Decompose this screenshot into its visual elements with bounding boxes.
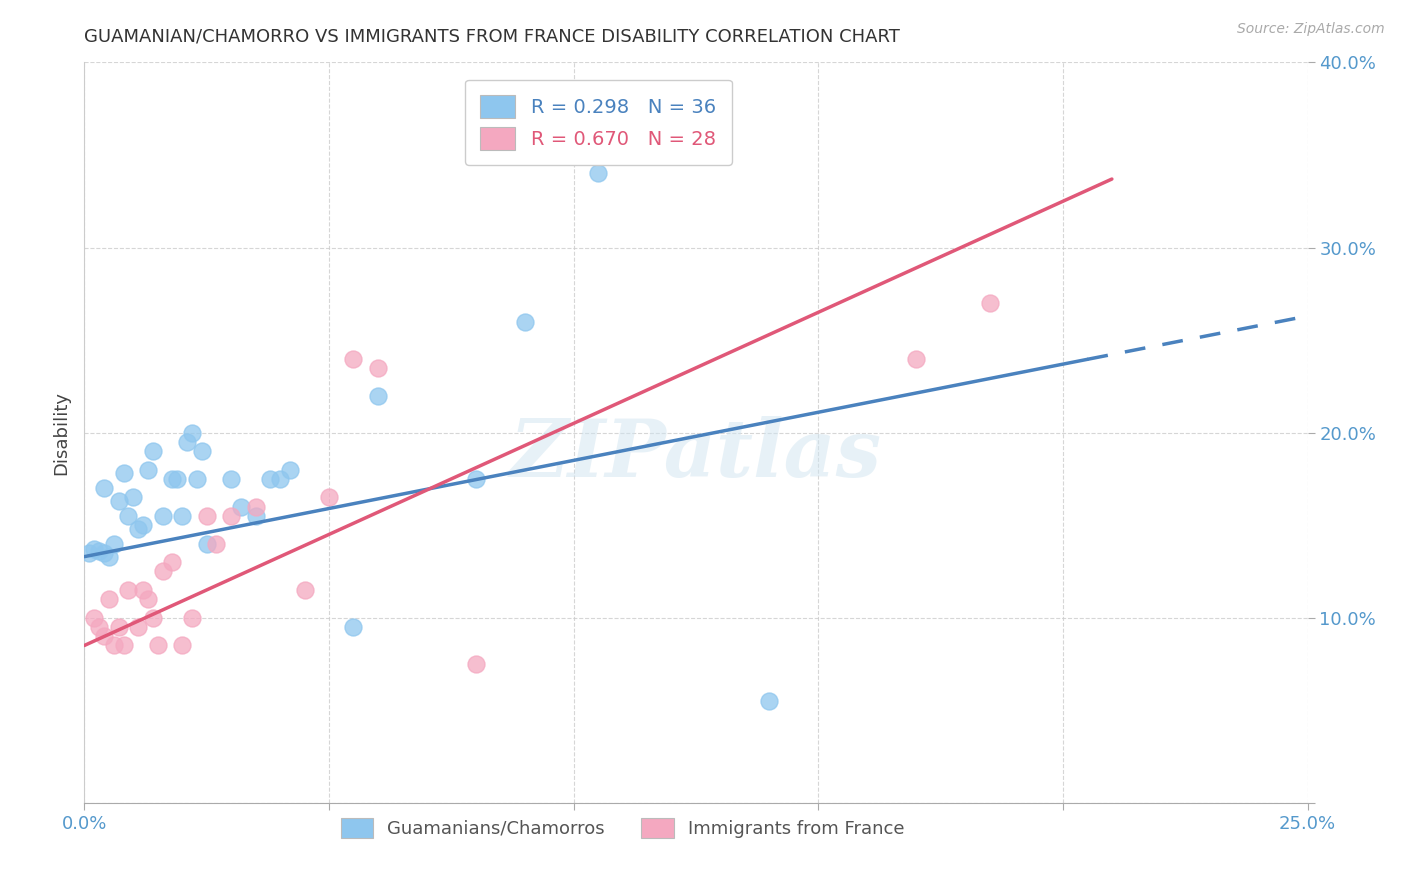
Point <box>294 582 316 597</box>
Point <box>172 508 194 523</box>
Point <box>219 472 242 486</box>
Point <box>142 444 165 458</box>
Point <box>229 500 252 514</box>
Point <box>219 508 242 523</box>
Point <box>107 494 129 508</box>
Point <box>107 620 129 634</box>
Point <box>342 620 364 634</box>
Point <box>117 582 139 597</box>
Point <box>112 639 135 653</box>
Point <box>97 549 120 564</box>
Point <box>905 351 928 366</box>
Point <box>162 555 184 569</box>
Point <box>152 565 174 579</box>
Point <box>342 351 364 366</box>
Point <box>269 472 291 486</box>
Point <box>77 546 100 560</box>
Point <box>93 629 115 643</box>
Point <box>176 434 198 449</box>
Point <box>979 296 1001 310</box>
Point <box>464 657 486 671</box>
Y-axis label: Disability: Disability <box>52 391 70 475</box>
Point <box>195 508 218 523</box>
Point <box>93 546 115 560</box>
Point <box>87 544 110 558</box>
Point <box>259 472 281 486</box>
Point <box>172 639 194 653</box>
Point <box>127 620 149 634</box>
Point <box>758 694 780 708</box>
Point <box>181 610 204 624</box>
Point <box>112 467 135 481</box>
Text: ZIPatlas: ZIPatlas <box>510 416 882 493</box>
Point <box>127 522 149 536</box>
Point <box>191 444 214 458</box>
Point <box>367 388 389 402</box>
Point <box>513 314 536 328</box>
Text: GUAMANIAN/CHAMORRO VS IMMIGRANTS FROM FRANCE DISABILITY CORRELATION CHART: GUAMANIAN/CHAMORRO VS IMMIGRANTS FROM FR… <box>84 28 900 45</box>
Point <box>142 610 165 624</box>
Point <box>195 536 218 550</box>
Point <box>103 639 125 653</box>
Point <box>166 472 188 486</box>
Point <box>122 491 145 505</box>
Point <box>318 491 340 505</box>
Point <box>464 472 486 486</box>
Point <box>136 462 159 476</box>
Point <box>245 508 267 523</box>
Point <box>117 508 139 523</box>
Point <box>97 592 120 607</box>
Point <box>103 536 125 550</box>
Point <box>162 472 184 486</box>
Point <box>367 360 389 375</box>
Point <box>205 536 228 550</box>
Point <box>186 472 208 486</box>
Point <box>136 592 159 607</box>
Text: Source: ZipAtlas.com: Source: ZipAtlas.com <box>1237 22 1385 37</box>
Point <box>181 425 204 440</box>
Point <box>87 620 110 634</box>
Point <box>146 639 169 653</box>
Legend: Guamanians/Chamorros, Immigrants from France: Guamanians/Chamorros, Immigrants from Fr… <box>333 810 912 846</box>
Point <box>132 518 155 533</box>
Point <box>132 582 155 597</box>
Point <box>586 166 609 180</box>
Point <box>245 500 267 514</box>
Point <box>93 481 115 495</box>
Point <box>152 508 174 523</box>
Point <box>83 542 105 557</box>
Point <box>278 462 301 476</box>
Point <box>83 610 105 624</box>
